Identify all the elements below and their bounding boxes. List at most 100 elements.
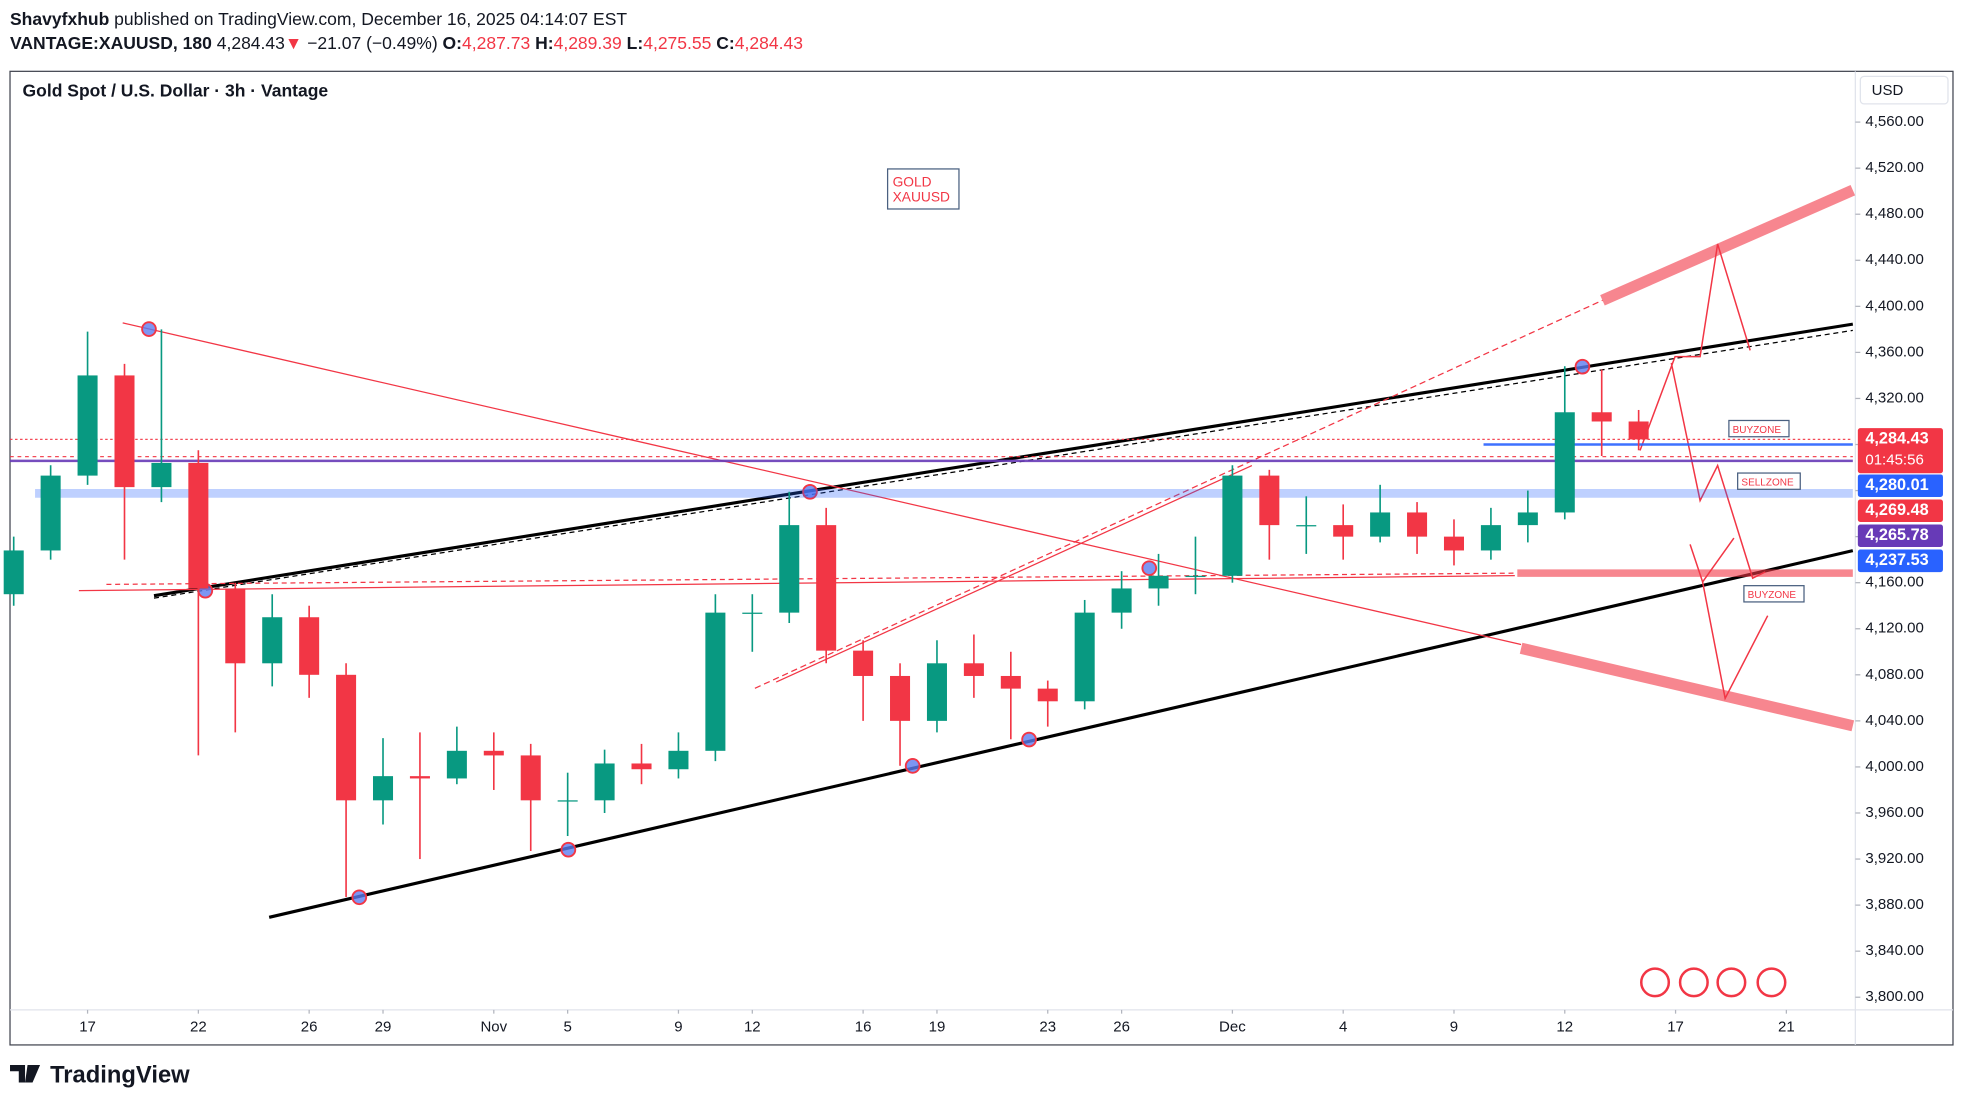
candle-body: [1591, 412, 1612, 422]
price-label-text: 4,265.78: [1865, 526, 1928, 544]
candle-body: [1148, 575, 1169, 589]
x-tick-label: 4: [1339, 1018, 1347, 1035]
price-label: 4,280.01: [1857, 474, 1943, 497]
price-label-text: 4,284.43: [1865, 430, 1928, 448]
pivot: [1021, 731, 1037, 748]
pivot: [560, 841, 577, 858]
x-tick-label: 29: [375, 1018, 392, 1035]
pivot: [802, 483, 818, 500]
y-tick-label: 4,000.00: [1865, 758, 1923, 775]
brand: TradingView: [50, 1061, 190, 1088]
candle-body: [1074, 612, 1095, 702]
x-tick-label: 17: [79, 1018, 96, 1035]
drawings: [10, 185, 1856, 919]
price-label-text: 4,237.53: [1865, 551, 1928, 569]
candle-body: [816, 525, 837, 651]
candle-body: [853, 650, 874, 676]
last-price: 4,284.43: [217, 33, 285, 53]
candle-body: [705, 612, 726, 751]
y-tick-label: 4,160.00: [1865, 574, 1923, 591]
annotation-box: [1737, 472, 1801, 490]
ohlc-value: 4,275.55: [643, 33, 711, 53]
candle-body: [1000, 675, 1021, 689]
candle-body: [594, 763, 615, 801]
candle-body: [1443, 536, 1465, 551]
price-label-box: [1857, 499, 1943, 523]
candle-body: [1111, 588, 1132, 613]
event-flag: [1756, 967, 1787, 998]
candle-body: [409, 776, 430, 779]
candle-body: [1407, 512, 1428, 537]
y-tick-label: 3,880.00: [1865, 896, 1923, 913]
candle-body: [372, 776, 394, 801]
price-label: 4,269.48: [1857, 499, 1943, 523]
y-tick-label: 4,520.00: [1865, 159, 1923, 176]
candle-body: [779, 525, 800, 613]
x-tick-label: 21: [1778, 1018, 1795, 1035]
pivot: [904, 758, 921, 774]
candle-body: [1259, 475, 1280, 526]
y-tick-label: 4,040.00: [1865, 712, 1923, 729]
ohlc-value: 4,287.73: [462, 33, 530, 53]
y-tick-label: 4,120.00: [1865, 620, 1923, 637]
x-tick-label: 19: [929, 1018, 946, 1035]
x-tick-label: 9: [674, 1018, 682, 1035]
event-flag: [1716, 967, 1747, 998]
x-tick-label: Dec: [1219, 1018, 1246, 1035]
annotation-box: [1743, 585, 1805, 603]
candle-body: [557, 800, 578, 802]
ohlc-key: C:: [716, 33, 734, 53]
price-label-box: [1857, 428, 1943, 474]
countdown: 01:45:56: [1865, 452, 1923, 469]
annotation: BUYZONE: [1748, 590, 1797, 601]
candle-body: [668, 750, 689, 770]
pivot: [1574, 358, 1591, 375]
candle-body: [1296, 525, 1317, 527]
candle-body: [890, 675, 911, 721]
trendline: [122, 322, 1522, 646]
trendline: [775, 464, 1253, 683]
candle-body: [1370, 512, 1391, 537]
ohlc-value: 4,284.43: [735, 33, 803, 53]
currency: USD: [1872, 82, 1904, 99]
y-tick-label: 4,080.00: [1865, 666, 1923, 683]
x-tick-label: 12: [744, 1018, 761, 1035]
ohlc-key: O:: [443, 33, 462, 53]
event-flag: [1640, 967, 1671, 998]
price-label-box: [1857, 549, 1943, 573]
price-label-text: 4,280.01: [1865, 476, 1928, 494]
candle-body: [77, 375, 98, 476]
y-tick-label: 3,840.00: [1865, 942, 1923, 959]
ohlc-value: 4,289.39: [554, 33, 622, 53]
candles: [3, 329, 1649, 898]
projection: [1670, 362, 1766, 580]
header-quote: VANTAGE:XAUUSD, 180 4,284.43▼ −21.07 (−0…: [10, 33, 803, 53]
candle-body: [262, 617, 283, 664]
candle-body: [1333, 525, 1354, 537]
annotation-box: [886, 168, 960, 210]
x-tick-label: 23: [1039, 1018, 1056, 1035]
y-tick-label: 4,360.00: [1865, 343, 1923, 360]
currency-box: [1859, 75, 1949, 105]
y-tick-label: 4,320.00: [1865, 389, 1923, 406]
x-tick-label: 26: [301, 1018, 318, 1035]
candle-body: [1628, 421, 1649, 440]
candle-body: [1222, 475, 1243, 576]
zone-band: [1600, 185, 1856, 306]
y-tick-label: 4,400.00: [1865, 297, 1923, 314]
zone-band: [1519, 642, 1855, 732]
annotation: GOLD: [893, 174, 932, 189]
annotation-box: [1728, 419, 1790, 438]
candle-body: [926, 663, 947, 721]
trendline: [106, 572, 1515, 586]
candle-body: [520, 755, 541, 801]
y-tick-label: 3,800.00: [1865, 988, 1923, 1005]
pivot: [141, 321, 157, 337]
candle-body: [1480, 525, 1501, 551]
x-tick-label: 16: [855, 1018, 872, 1035]
price-label-box: [1857, 474, 1943, 497]
projection: [1689, 537, 1769, 701]
price-label: 4,237.53: [1857, 549, 1943, 573]
candle-body: [336, 674, 357, 801]
